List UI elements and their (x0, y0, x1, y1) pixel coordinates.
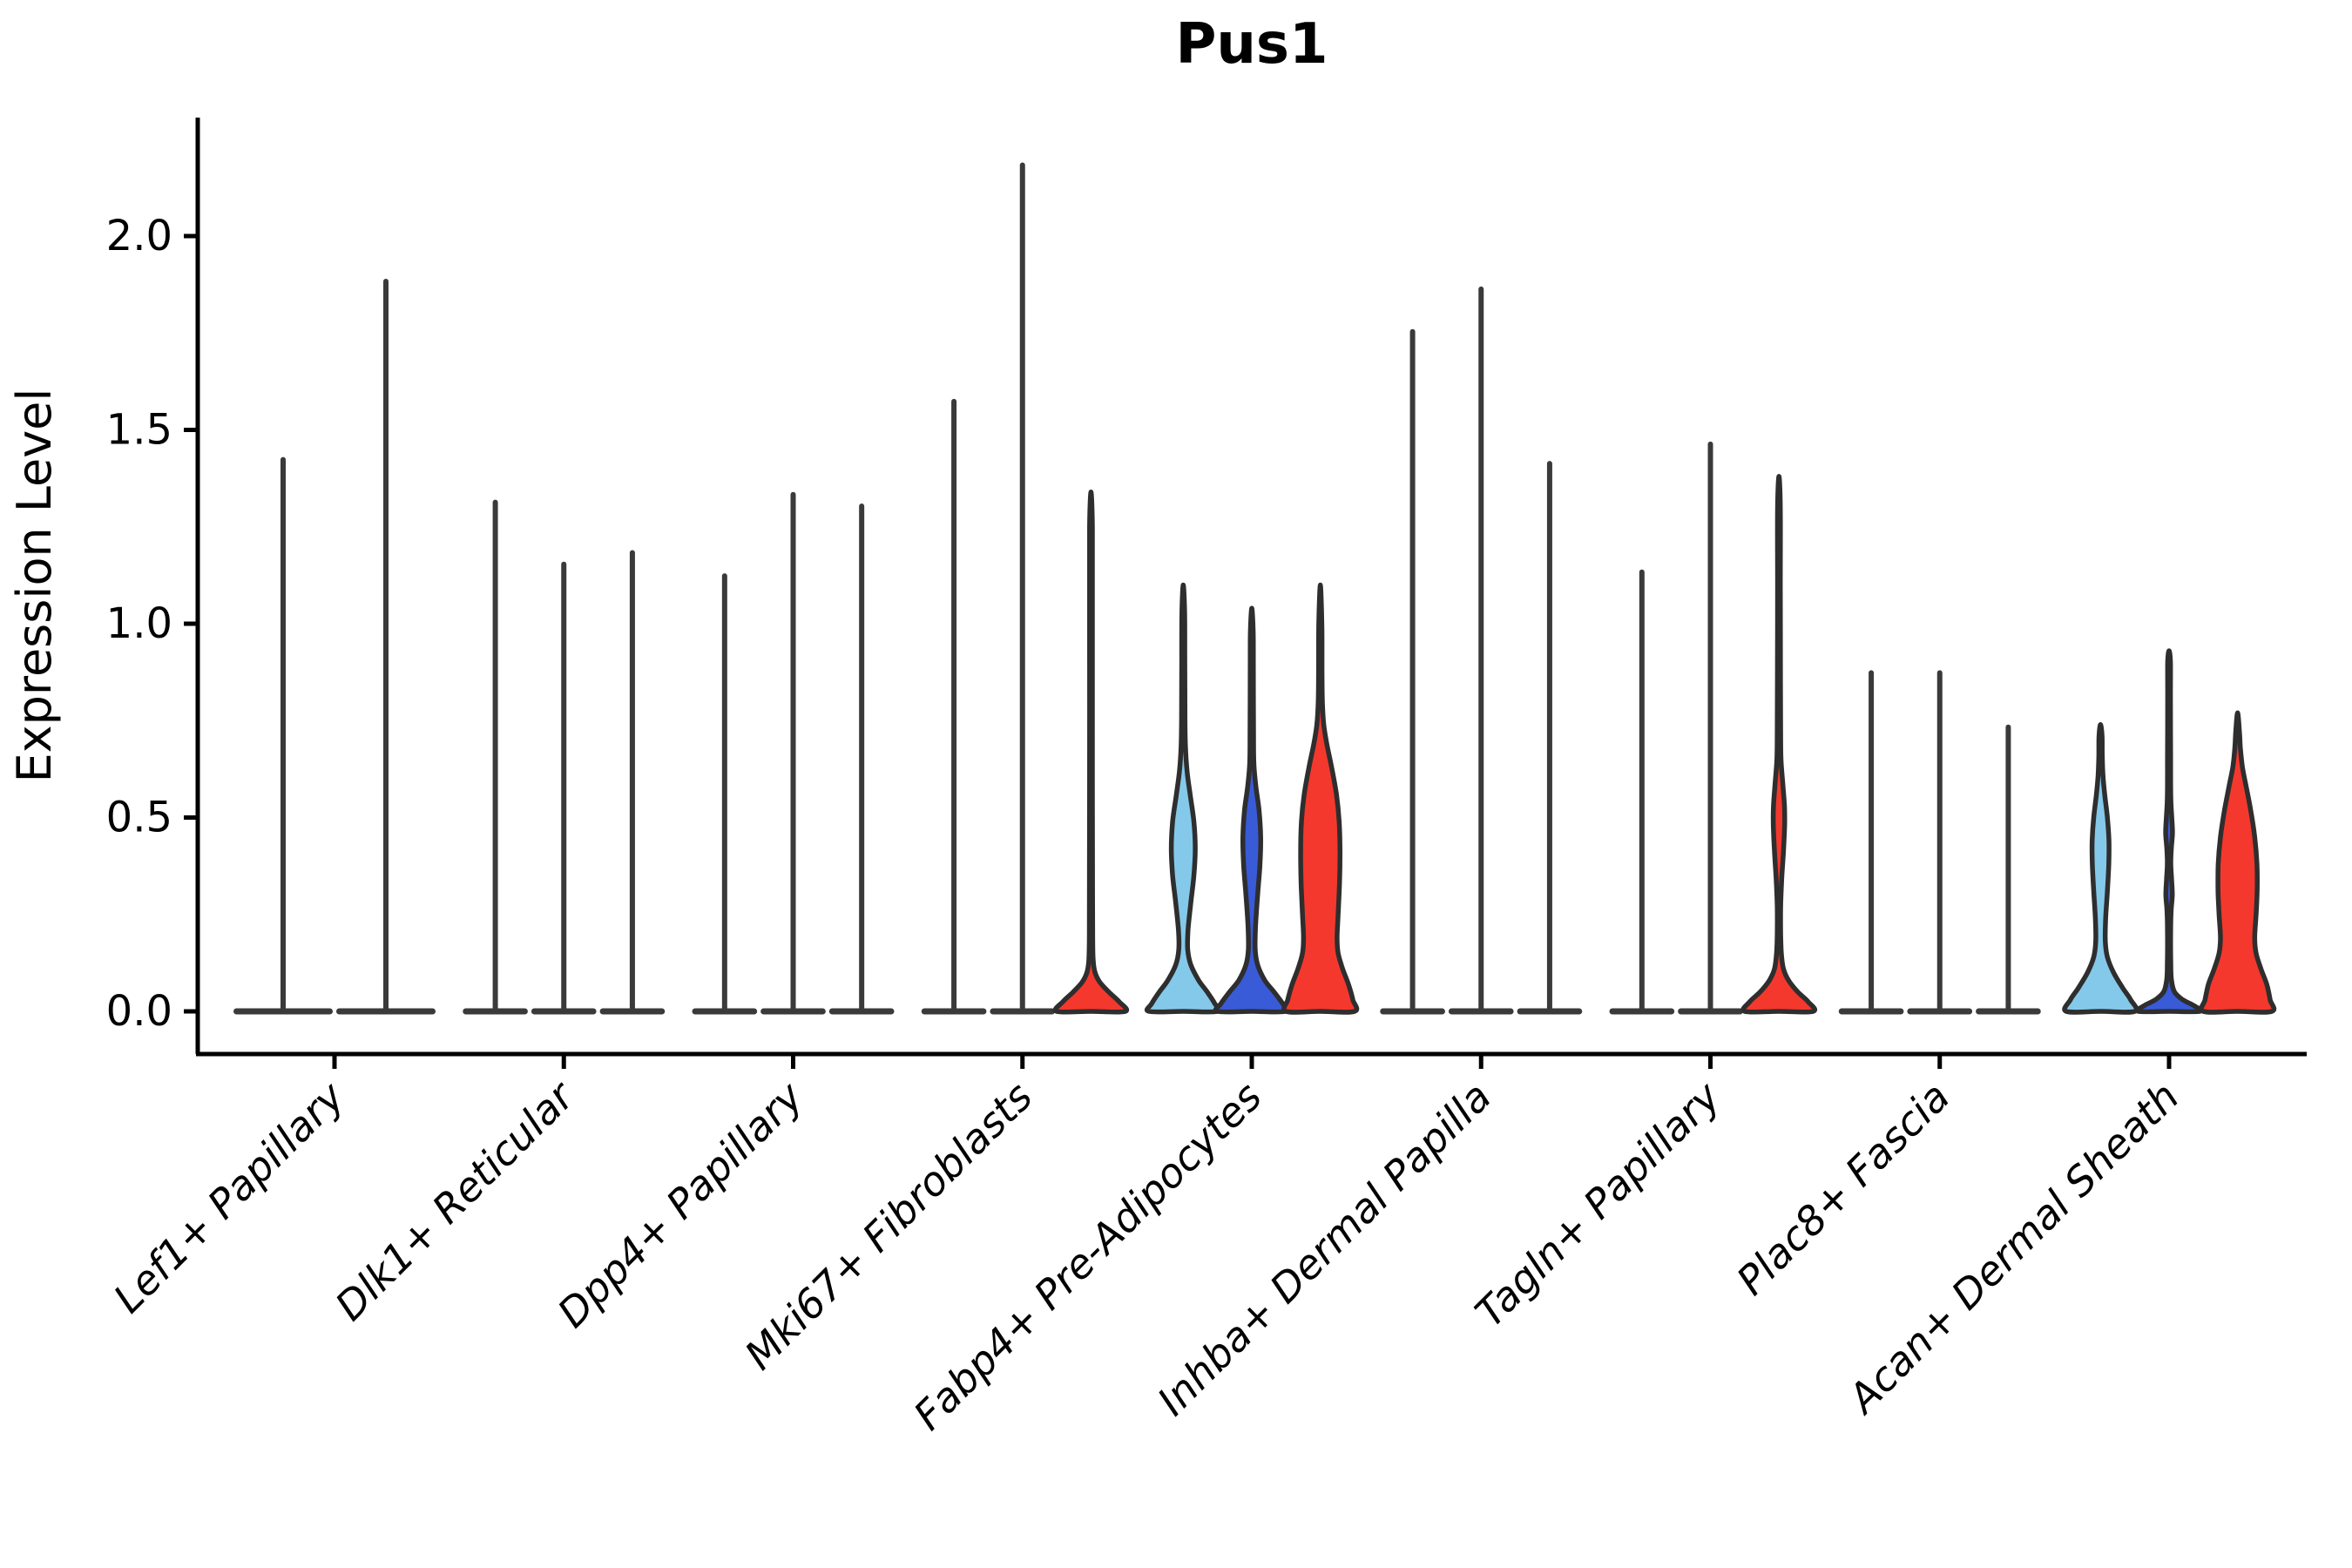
violins-layer (233, 162, 2277, 1015)
y-tick-label: 1.0 (106, 599, 172, 648)
violin-body (1281, 582, 1360, 1015)
y-tick-label: 0.0 (106, 987, 172, 1036)
violin-body (2134, 648, 2204, 1015)
y-tick-label: 2.0 (106, 212, 172, 260)
x-tick-label: Dlk1+ Reticular (326, 1071, 585, 1329)
axes-layer: 0.0 0.5 1.0 1.5 2.0 (106, 118, 2307, 1069)
x-tick-label: Tagln+ Papillary (1466, 1072, 1730, 1336)
violin-body (1740, 474, 1818, 1015)
x-tick-label: Lef1+ Papillary (105, 1072, 354, 1321)
y-axis-label: Expression Level (7, 389, 62, 783)
y-tick-label: 1.5 (106, 406, 172, 455)
violin-body (2199, 710, 2277, 1015)
x-tick-label: Dpp4+ Papillary (549, 1072, 813, 1336)
violin-body (2062, 721, 2139, 1015)
y-tick-label: 0.5 (106, 794, 172, 842)
violin-body (1144, 582, 1222, 1015)
chart-title: Pus1 (1175, 12, 1328, 77)
x-tick-label: Plac8+ Fascia (1727, 1073, 1958, 1304)
violin-body (1052, 489, 1130, 1015)
violin-body (1213, 605, 1291, 1015)
